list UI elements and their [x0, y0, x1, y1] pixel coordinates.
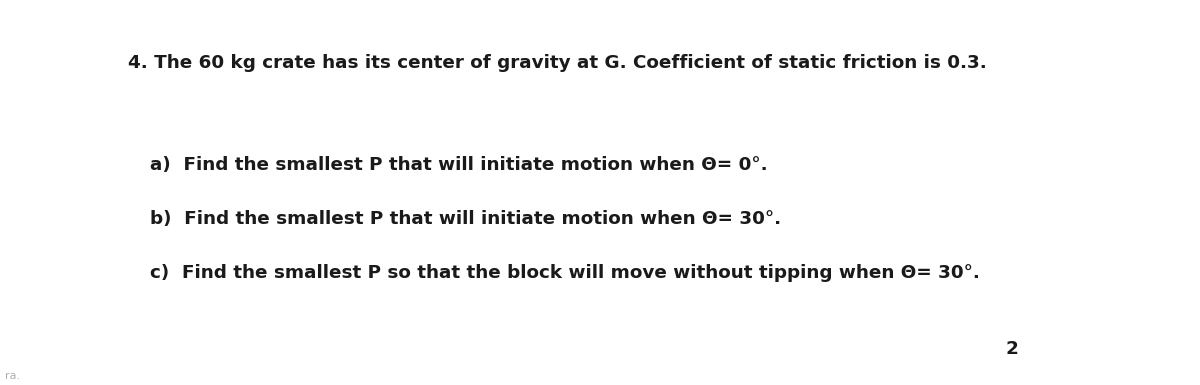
Text: 4. The 60 kg crate has its center of gravity at G. Coefficient of static frictio: 4. The 60 kg crate has its center of gra…: [128, 54, 988, 72]
Text: b)  Find the smallest P that will initiate motion when Θ= 30°.: b) Find the smallest P that will initiat…: [150, 210, 781, 228]
Text: a)  Find the smallest P that will initiate motion when Θ= 0°.: a) Find the smallest P that will initiat…: [150, 156, 768, 174]
Text: c)  Find the smallest P so that the block will move without tipping when Θ= 30°.: c) Find the smallest P so that the block…: [150, 264, 980, 282]
Text: 2: 2: [1006, 340, 1019, 358]
Text: ra.: ra.: [5, 371, 20, 381]
